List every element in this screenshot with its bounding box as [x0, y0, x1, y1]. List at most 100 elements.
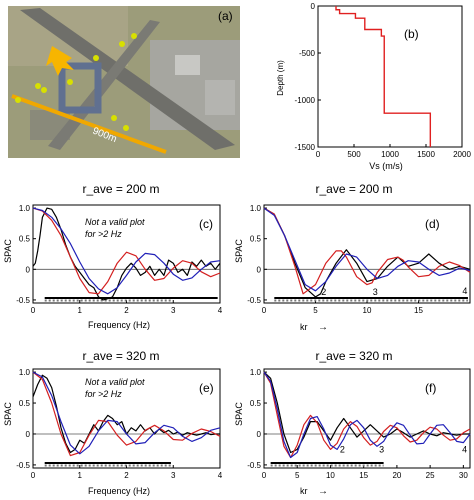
x-tick-label: 3	[171, 306, 176, 315]
x-tick-label: 5	[313, 306, 318, 315]
building	[175, 55, 200, 75]
zero-crossing-label: 4	[462, 445, 467, 455]
arrow-right-icon: →	[318, 322, 328, 333]
y-tick-label: 0	[26, 430, 31, 439]
y-tick-label: 0.5	[250, 399, 262, 408]
runway-diagonal	[20, 8, 235, 150]
panel-b: (b) Vs (m/s) Depth (m) 0 500 1000 1500 2000 -…	[276, 2, 471, 171]
spac-series-line	[263, 371, 471, 459]
x-tick-label: 0	[316, 150, 321, 159]
x-axis-label: kr	[300, 486, 308, 496]
spac-series-line	[263, 371, 471, 459]
plot-frame	[263, 368, 471, 469]
panel-label-b: (b)	[404, 27, 419, 41]
x-tick-label: 0	[31, 471, 36, 480]
chart-title: r_ave = 200 m	[82, 182, 159, 196]
y-tick-label: -0.5	[16, 296, 30, 305]
spac-series-line	[263, 207, 471, 292]
note-line-1: Not a valid plot	[85, 377, 145, 387]
y-tick-label: 1.0	[19, 204, 31, 213]
panel-label-a: (a)	[218, 9, 233, 23]
y-axis-label: SPAC	[234, 239, 244, 263]
x-tick-label: 1500	[417, 150, 435, 159]
y-tick-label: -1000	[295, 96, 316, 105]
y-axis-label: Depth (m)	[276, 60, 285, 96]
chart-title: r_ave = 320 m	[82, 349, 159, 363]
panel-e: r_ave = 320 m (e) Not a valid plot for >…	[3, 349, 223, 496]
spac-series-line	[32, 207, 221, 301]
y-axis-label: SPAC	[234, 402, 244, 426]
spac-series-line	[32, 207, 221, 295]
zero-crossing-label: 2	[340, 445, 345, 455]
y-tick-label: 0.5	[19, 399, 31, 408]
x-tick-label: 2000	[453, 150, 471, 159]
y-tick-label: -0.5	[247, 296, 261, 305]
x-tick-label: 4	[218, 306, 223, 315]
x-axis-label: kr	[300, 322, 308, 332]
station-markers	[15, 33, 137, 131]
zero-crossing-label: 4	[462, 286, 467, 296]
spac-series-line	[263, 207, 471, 298]
x-tick-label: 5	[295, 471, 300, 480]
zero-crossing-label: 3	[379, 445, 384, 455]
arrow-icon	[46, 46, 74, 76]
y-tick-label: -0.5	[247, 461, 261, 470]
x-tick-label: 15	[414, 306, 423, 315]
y-axis-label: SPAC	[3, 239, 13, 263]
chart-title: r_ave = 200 m	[315, 182, 392, 196]
array-line	[11, 94, 167, 154]
x-tick-label: 10	[326, 471, 335, 480]
spac-series-line	[32, 371, 221, 457]
x-tick-label: 2	[124, 471, 129, 480]
x-tick-label: 30	[459, 471, 468, 480]
y-tick-label: -1500	[295, 143, 316, 152]
y-tick-label: -500	[299, 49, 316, 58]
x-axis-label: Vs (m/s)	[369, 161, 403, 171]
y-tick-label: -0.5	[16, 461, 30, 470]
y-tick-label: 0	[26, 265, 31, 274]
panel-f: r_ave = 320 m (f) kr → SPAC 0 5 10 15 20 25 30…	[234, 349, 471, 497]
y-tick-label: 0	[257, 265, 262, 274]
x-tick-label: 10	[363, 306, 372, 315]
x-tick-label: 2	[124, 306, 129, 315]
x-tick-label: 3	[171, 471, 176, 480]
y-tick-label: 1.0	[250, 204, 262, 213]
x-tick-label: 0	[31, 306, 36, 315]
panel-label-e: (e)	[199, 381, 214, 395]
x-tick-label: 1	[78, 306, 83, 315]
plot-frame	[317, 5, 463, 148]
spac-series-line	[263, 371, 470, 454]
building	[205, 80, 235, 115]
panel-label-d: (d)	[425, 217, 440, 231]
x-tick-label: 25	[426, 471, 435, 480]
spac-series-line	[32, 207, 221, 295]
x-tick-label: 20	[392, 471, 401, 480]
zero-crossing-label: 3	[373, 287, 378, 297]
y-tick-label: 0.5	[19, 235, 31, 244]
note-line-2: for >2 Hz	[85, 229, 122, 239]
vs-profile-line	[335, 6, 432, 147]
x-tick-label: 0	[262, 306, 267, 315]
zero-crossing-label: 2	[321, 287, 326, 297]
x-tick-label: 500	[347, 150, 361, 159]
note-line-2: for >2 Hz	[85, 389, 122, 399]
x-axis-label: Frequency (Hz)	[88, 320, 150, 330]
y-tick-label: 0	[311, 2, 316, 11]
x-tick-label: 4	[218, 471, 223, 480]
panel-label-f: (f)	[425, 381, 436, 395]
panel-label-c: (c)	[199, 217, 213, 231]
note-line-1: Not a valid plot	[85, 217, 145, 227]
spac-series-line	[263, 207, 471, 295]
panel-a: 900m (a)	[8, 6, 240, 158]
y-tick-label: 0	[257, 430, 262, 439]
x-tick-label: 1	[78, 471, 83, 480]
x-axis-label: Frequency (Hz)	[88, 486, 150, 496]
spac-series-line	[32, 371, 221, 455]
y-tick-label: 1.0	[250, 368, 262, 377]
x-tick-label: 15	[359, 471, 368, 480]
panel-d: r_ave = 200 m (d) kr → SPAC 0 5 10 15-0.500…	[234, 182, 471, 333]
y-axis-label: SPAC	[3, 402, 13, 426]
x-tick-label: 1000	[381, 150, 399, 159]
arrow-right-icon: →	[318, 486, 328, 497]
